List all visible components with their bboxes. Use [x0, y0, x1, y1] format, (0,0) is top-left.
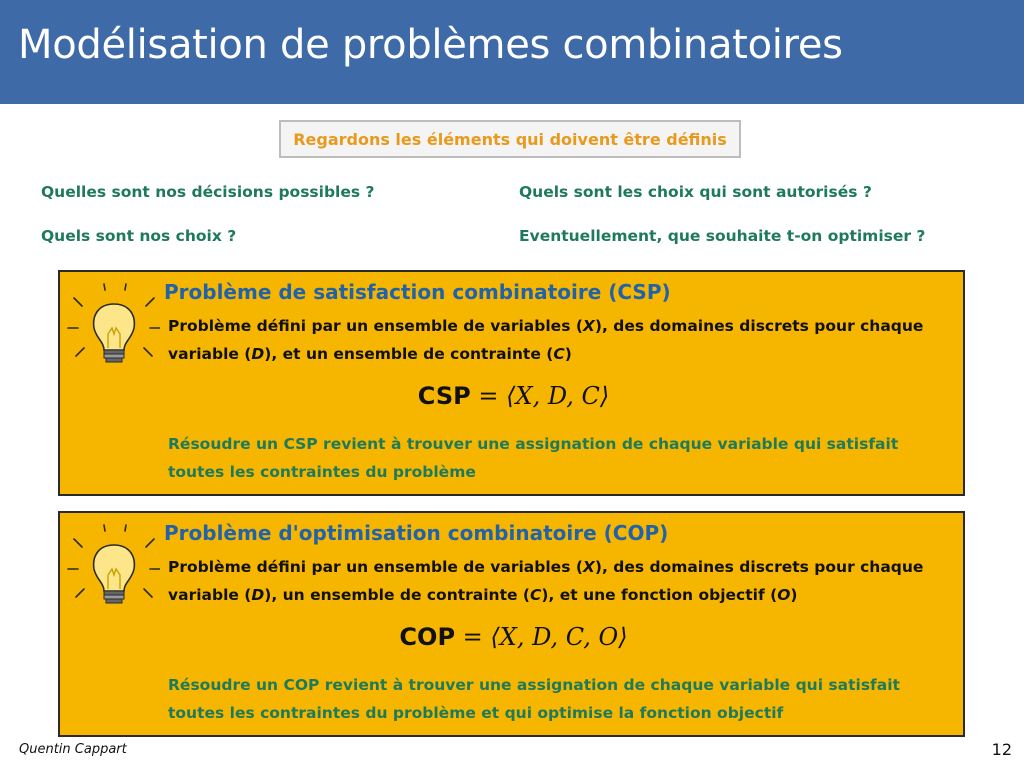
var-c: C — [553, 345, 565, 363]
cop-title: Problème d'optimisation combinatoire (CO… — [164, 521, 669, 545]
cop-formula: COP = ⟨X, D, C, O⟩ — [399, 623, 628, 651]
var-c: C — [530, 586, 542, 604]
cop-result: Résoudre un COP revient à trouver une as… — [168, 676, 900, 722]
question-optimise: Eventuellement, que souhaite t-on optimi… — [519, 227, 926, 245]
title-bar: Modélisation de problèmes combinatoires — [0, 0, 1024, 104]
var-x: X — [582, 317, 595, 335]
question-allowed: Quels sont les choix qui sont autorisés … — [519, 183, 872, 201]
lightbulb-icon — [67, 283, 160, 363]
cop-definition: Problème défini par un ensemble de varia… — [168, 558, 924, 604]
csp-title: Problème de satisfaction combinatoire (C… — [164, 280, 671, 304]
question-choices: Quels sont nos choix ? — [41, 227, 237, 245]
csp-definition: Problème défini par un ensemble de varia… — [168, 317, 924, 363]
question-decisions: Quelles sont nos décisions possibles ? — [41, 183, 375, 201]
cop-box: Problème d'optimisation combinatoire (CO… — [58, 511, 965, 737]
lightbulb-icon — [67, 524, 160, 604]
csp-formula: CSP = ⟨X, D, C⟩ — [417, 382, 610, 410]
csp-result: Résoudre un CSP revient à trouver une as… — [168, 435, 899, 481]
var-o: O — [777, 586, 791, 604]
var-d: D — [251, 345, 265, 363]
subtitle-text: Regardons les éléments qui doivent être … — [293, 129, 727, 149]
var-d: D — [251, 586, 265, 604]
slide-title: Modélisation de problèmes combinatoires — [18, 22, 843, 68]
page-number: 12 — [991, 740, 1012, 759]
footer-author: Quentin Cappart — [19, 742, 127, 757]
csp-box: Problème de satisfaction combinatoire (C… — [58, 270, 965, 496]
var-x: X — [582, 558, 595, 576]
subtitle-box: Regardons les éléments qui doivent être … — [279, 120, 741, 158]
